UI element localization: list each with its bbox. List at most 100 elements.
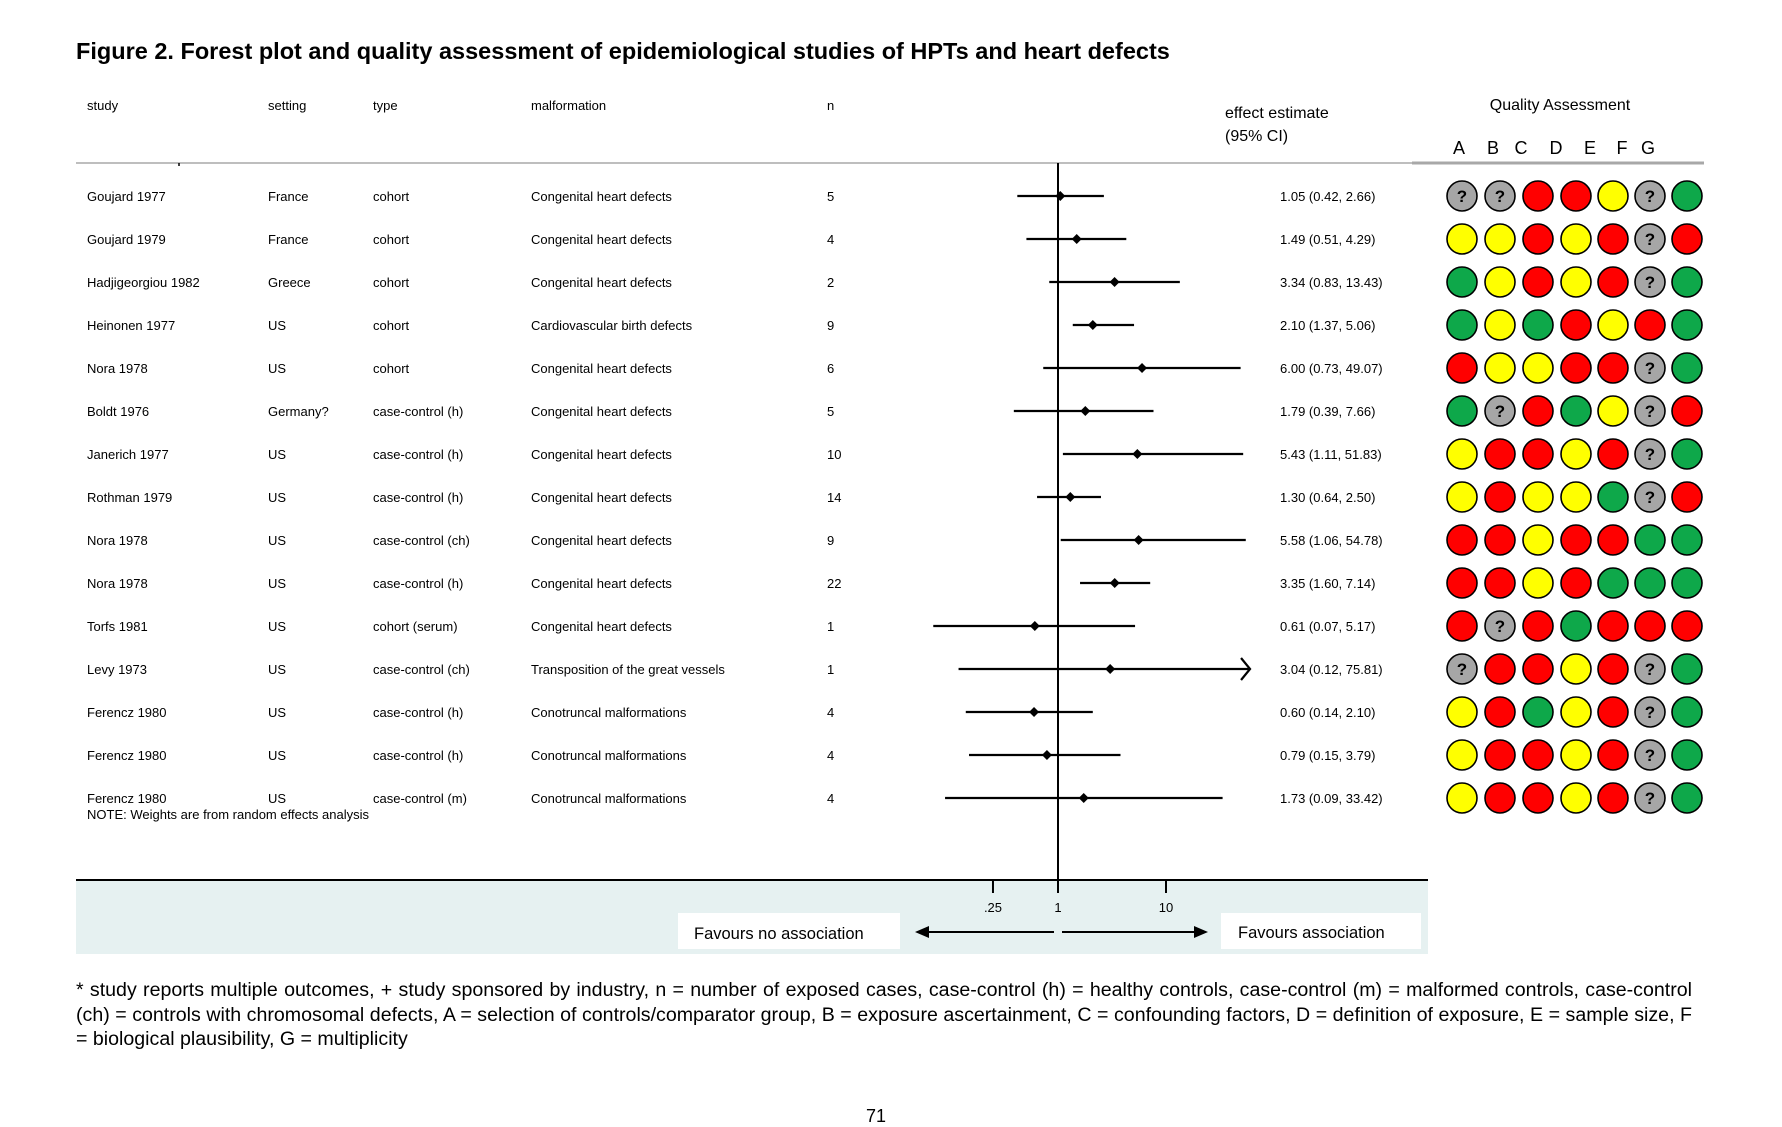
qa-dot-red — [1522, 610, 1554, 642]
ci-arrow — [1240, 657, 1252, 681]
qa-dot-grey — [1446, 180, 1478, 212]
study-malformation: Congenital heart defects — [531, 447, 672, 462]
qa-dot-green — [1671, 653, 1703, 685]
qa-header-c: C — [1515, 138, 1528, 158]
study-rows: Goujard 1977 France cohort Congenital heart… — [87, 180, 1703, 822]
qa-dot-green — [1671, 782, 1703, 814]
study-type: cohort — [373, 189, 410, 204]
qa-dot-red — [1446, 524, 1478, 556]
qa-dot-grey — [1634, 352, 1666, 384]
study-name: Ferencz 1980 — [87, 791, 167, 806]
study-name: Nora 1978 — [87, 576, 148, 591]
qa-dot-green — [1446, 309, 1478, 341]
qa-dot-red — [1597, 739, 1629, 771]
effect-label: 1.73 (0.09, 33.42) — [1280, 791, 1383, 806]
study-setting: Greece — [268, 275, 311, 290]
qa-unknown-mark: ? — [1457, 660, 1467, 679]
study-setting: US — [268, 490, 286, 505]
study-malformation: Transposition of the great vessels — [531, 662, 725, 677]
qa-dot-red — [1597, 524, 1629, 556]
qa-dot-red — [1484, 438, 1516, 470]
qa-dot-yellow — [1597, 309, 1629, 341]
study-n: 2 — [827, 275, 834, 290]
study-n: 4 — [827, 705, 834, 720]
qa-dot-red — [1522, 266, 1554, 298]
study-n: 9 — [827, 318, 834, 333]
effect-label: 3.35 (1.60, 7.14) — [1280, 576, 1375, 591]
study-malformation: Congenital heart defects — [531, 275, 672, 290]
qa-dot-grey — [1634, 653, 1666, 685]
study-n: 5 — [827, 404, 834, 419]
point-estimate — [1133, 535, 1144, 545]
qa-dot-red — [1560, 309, 1592, 341]
point-estimate — [1132, 449, 1143, 459]
effect-label: 3.04 (0.12, 75.81) — [1280, 662, 1383, 677]
point-estimate — [1029, 707, 1040, 717]
qa-dot-grey — [1484, 610, 1516, 642]
qa-dot-red — [1522, 395, 1554, 427]
effect-label: 1.05 (0.42, 2.66) — [1280, 189, 1375, 204]
study-name: Hadjigeorgiou 1982 — [87, 275, 200, 290]
qa-dot-yellow — [1446, 782, 1478, 814]
qa-dot-grey — [1484, 395, 1516, 427]
header-type: type — [373, 98, 398, 113]
effect-label: 5.58 (1.06, 54.78) — [1280, 533, 1383, 548]
qa-dot-red — [1671, 610, 1703, 642]
study-name: Nora 1978 — [87, 533, 148, 548]
study-type: case-control (ch) — [373, 662, 470, 677]
study-type: case-control (h) — [373, 705, 463, 720]
header-effect-estimate: effect estimate — [1225, 105, 1329, 122]
qa-dot-yellow — [1446, 739, 1478, 771]
study-setting: US — [268, 619, 286, 634]
qa-dot-yellow — [1560, 481, 1592, 513]
qa-dot-red — [1484, 481, 1516, 513]
qa-dot-yellow — [1522, 352, 1554, 384]
study-setting: US — [268, 447, 286, 462]
study-name: Nora 1978 — [87, 361, 148, 376]
favours-association-box — [1221, 913, 1421, 949]
point-estimate — [1109, 578, 1120, 588]
point-estimate — [1065, 492, 1076, 502]
x-axis: .25 1 10 Favours no association Favours asso… — [76, 163, 1428, 949]
header-effect-ci: (95% CI) — [1225, 128, 1288, 145]
study-type: case-control (h) — [373, 447, 463, 462]
qa-header-b: B — [1487, 138, 1499, 158]
study-name: Torfs 1981 — [87, 619, 148, 634]
qa-unknown-mark: ? — [1645, 230, 1655, 249]
study-malformation: Congenital heart defects — [531, 533, 672, 548]
qa-dot-green — [1671, 352, 1703, 384]
study-row: Heinonen 1977 US cohort Cardiovascular birt… — [87, 309, 1703, 341]
study-row: Ferencz 1980 US case-control (h) Conotrunca… — [87, 739, 1703, 771]
study-setting: US — [268, 533, 286, 548]
qa-dot-grey — [1634, 223, 1666, 255]
study-n: 5 — [827, 189, 834, 204]
point-estimate — [1078, 793, 1089, 803]
qa-dot-red — [1522, 180, 1554, 212]
study-type: case-control (h) — [373, 576, 463, 591]
qa-dot-red — [1522, 739, 1554, 771]
qa-dot-red — [1671, 395, 1703, 427]
qa-dot-green — [1597, 481, 1629, 513]
qa-dot-red — [1484, 739, 1516, 771]
qa-dot-red — [1522, 438, 1554, 470]
study-malformation: Congenital heart defects — [531, 361, 672, 376]
study-name: Janerich 1977 — [87, 447, 169, 462]
point-estimate — [1041, 750, 1052, 760]
qa-dot-yellow — [1597, 395, 1629, 427]
page-number: 71 — [866, 1106, 887, 1126]
qa-dot-green — [1671, 180, 1703, 212]
effect-label: 6.00 (0.73, 49.07) — [1280, 361, 1383, 376]
study-row: Levy 1973 US case-control (ch) Transpositio… — [87, 653, 1703, 685]
qa-header-d: D — [1550, 138, 1563, 158]
effect-label: 2.10 (1.37, 5.06) — [1280, 318, 1375, 333]
study-setting: US — [268, 361, 286, 376]
qa-header-e: E — [1584, 138, 1596, 158]
qa-dot-red — [1597, 266, 1629, 298]
study-malformation: Congenital heart defects — [531, 619, 672, 634]
qa-dot-yellow — [1560, 653, 1592, 685]
qa-dot-red — [1597, 610, 1629, 642]
study-setting: France — [268, 232, 308, 247]
qa-dot-red — [1484, 567, 1516, 599]
qa-dot-red — [1597, 782, 1629, 814]
effect-label: 1.79 (0.39, 7.66) — [1280, 404, 1375, 419]
